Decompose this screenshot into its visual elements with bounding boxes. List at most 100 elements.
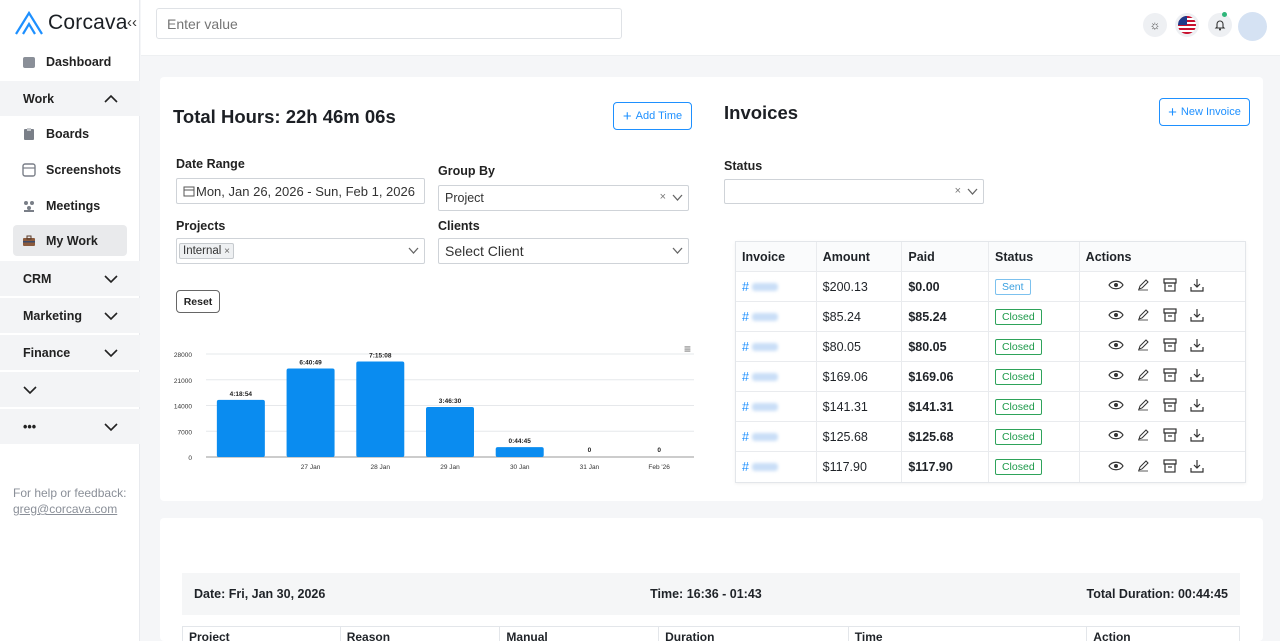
projects-select[interactable]: Internal ×	[176, 238, 425, 264]
download-icon[interactable]	[1189, 458, 1205, 477]
date-range-label: Date Range	[176, 157, 245, 171]
view-icon[interactable]	[1107, 367, 1124, 386]
us-flag-icon[interactable]	[1175, 13, 1199, 37]
project-tag[interactable]: Internal ×	[179, 243, 234, 259]
download-icon[interactable]	[1189, 307, 1205, 326]
archive-icon[interactable]	[1162, 307, 1178, 326]
amount-cell: $200.13	[817, 272, 903, 301]
sidebar-section-crm[interactable]: CRM	[0, 261, 140, 296]
download-icon[interactable]	[1189, 277, 1205, 296]
view-icon[interactable]	[1107, 397, 1124, 416]
theme-toggle-icon[interactable]: ☼	[1143, 13, 1167, 37]
archive-icon[interactable]	[1162, 458, 1178, 477]
view-icon[interactable]	[1107, 337, 1124, 356]
archive-icon[interactable]	[1162, 427, 1178, 446]
sidebar-item-meetings[interactable]: Meetings	[13, 190, 127, 221]
bell-icon[interactable]	[1208, 13, 1232, 37]
edit-icon[interactable]	[1135, 307, 1151, 326]
chart-menu-icon[interactable]: ≡	[684, 342, 692, 356]
invoice-number-redacted	[751, 282, 778, 291]
search-input[interactable]	[156, 8, 622, 39]
invoice-link[interactable]: #	[742, 460, 778, 474]
invoice-number-redacted	[751, 312, 778, 321]
bar	[286, 368, 335, 457]
new-invoice-button[interactable]: + New Invoice	[1159, 98, 1250, 126]
sidebar-section-marketing[interactable]: Marketing	[0, 298, 140, 333]
archive-icon[interactable]	[1162, 367, 1178, 386]
sidebar-section-finance[interactable]: Finance	[0, 335, 140, 370]
bar	[216, 399, 265, 457]
download-icon[interactable]	[1189, 427, 1205, 446]
archive-icon[interactable]	[1162, 337, 1178, 356]
hours-bar-chart: 0 7000 14000 21000 28000 4:18:54 6:40:49 27 Jan…	[174, 352, 694, 471]
table-header-row: Invoice Amount Paid Status Actions	[736, 242, 1245, 272]
invoice-link[interactable]: #	[742, 370, 778, 384]
download-icon[interactable]	[1189, 397, 1205, 416]
sidebar-section-more[interactable]: •••	[0, 409, 140, 444]
paid-cell: $85.24	[902, 302, 989, 331]
sidebar-item-label: Meetings	[46, 198, 101, 213]
chevron-down-icon	[408, 247, 419, 254]
app-logo[interactable]: Corcava	[14, 10, 128, 36]
remove-tag-icon[interactable]: ×	[221, 246, 230, 257]
invoice-link[interactable]: #	[742, 310, 778, 324]
actions-cell	[1080, 302, 1245, 331]
session-date: Date: Fri, Jan 30, 2026	[194, 587, 326, 601]
view-icon[interactable]	[1107, 307, 1124, 326]
sidebar-item-screenshots[interactable]: Screenshots	[13, 154, 127, 185]
projects-label: Projects	[176, 219, 226, 233]
status-badge: Closed	[994, 398, 1042, 415]
edit-icon[interactable]	[1135, 458, 1151, 477]
edit-icon[interactable]	[1135, 337, 1151, 356]
download-icon[interactable]	[1189, 337, 1205, 356]
clients-select[interactable]: Select Client	[438, 238, 689, 264]
reset-button[interactable]: Reset	[176, 290, 220, 313]
invoice-link[interactable]: #	[742, 340, 778, 354]
screenshots-icon	[21, 162, 36, 177]
group-by-select[interactable]: Project ×	[438, 185, 689, 211]
help-email-link[interactable]: greg@corcava.com	[13, 502, 118, 516]
clear-icon[interactable]: ×	[659, 191, 666, 203]
sidebar-item-label: My Work	[46, 233, 98, 248]
clients-label: Clients	[438, 219, 480, 233]
collapse-sidebar-icon[interactable]: ‹‹	[127, 14, 137, 31]
archive-icon[interactable]	[1162, 277, 1178, 296]
clients-value: Select Client	[445, 243, 524, 259]
y-tick-label: 21000	[174, 378, 192, 385]
status-cell: Closed	[989, 452, 1080, 482]
app-name: Corcava	[48, 11, 128, 34]
sidebar-item-boards[interactable]: Boards	[13, 118, 127, 149]
invoice-number-redacted	[751, 342, 778, 351]
clear-icon[interactable]: ×	[954, 185, 961, 197]
view-icon[interactable]	[1107, 277, 1124, 296]
invoice-link[interactable]: #	[742, 400, 778, 414]
status-cell: Closed	[989, 362, 1080, 391]
edit-icon[interactable]	[1135, 277, 1151, 296]
invoice-link[interactable]: #	[742, 430, 778, 444]
sidebar-item-dashboard[interactable]: Dashboard	[13, 46, 127, 77]
amount-cell: $141.31	[817, 392, 903, 421]
avatar[interactable]	[1238, 12, 1267, 41]
archive-icon[interactable]	[1162, 397, 1178, 416]
view-icon[interactable]	[1107, 458, 1124, 477]
add-time-label: Add Time	[635, 110, 683, 122]
edit-icon[interactable]	[1135, 397, 1151, 416]
download-icon[interactable]	[1189, 367, 1205, 386]
sidebar-item-my-work[interactable]: My Work	[13, 225, 127, 256]
status-cell: Closed	[989, 332, 1080, 361]
session-table-header: Project Reason Manual Duration Time Acti…	[182, 626, 1240, 641]
edit-icon[interactable]	[1135, 367, 1151, 386]
edit-icon[interactable]	[1135, 427, 1151, 446]
column-header: Amount	[817, 242, 903, 271]
bar-data-label: 4:18:54	[230, 391, 253, 398]
sidebar-section-work[interactable]: Work	[0, 81, 140, 116]
date-range-field[interactable]: Mon, Jan 26, 2026 - Sun, Feb 1, 2026	[176, 178, 425, 204]
group-by-value: Project	[445, 191, 484, 205]
table-row: # $80.05 $80.05 Closed	[736, 332, 1245, 362]
sidebar-section-unnamed[interactable]	[0, 372, 140, 407]
paid-cell: $0.00	[902, 272, 989, 301]
add-time-button[interactable]: + Add Time	[613, 102, 692, 130]
view-icon[interactable]	[1107, 427, 1124, 446]
status-select[interactable]: ×	[724, 179, 984, 204]
invoice-link[interactable]: #	[742, 280, 778, 294]
